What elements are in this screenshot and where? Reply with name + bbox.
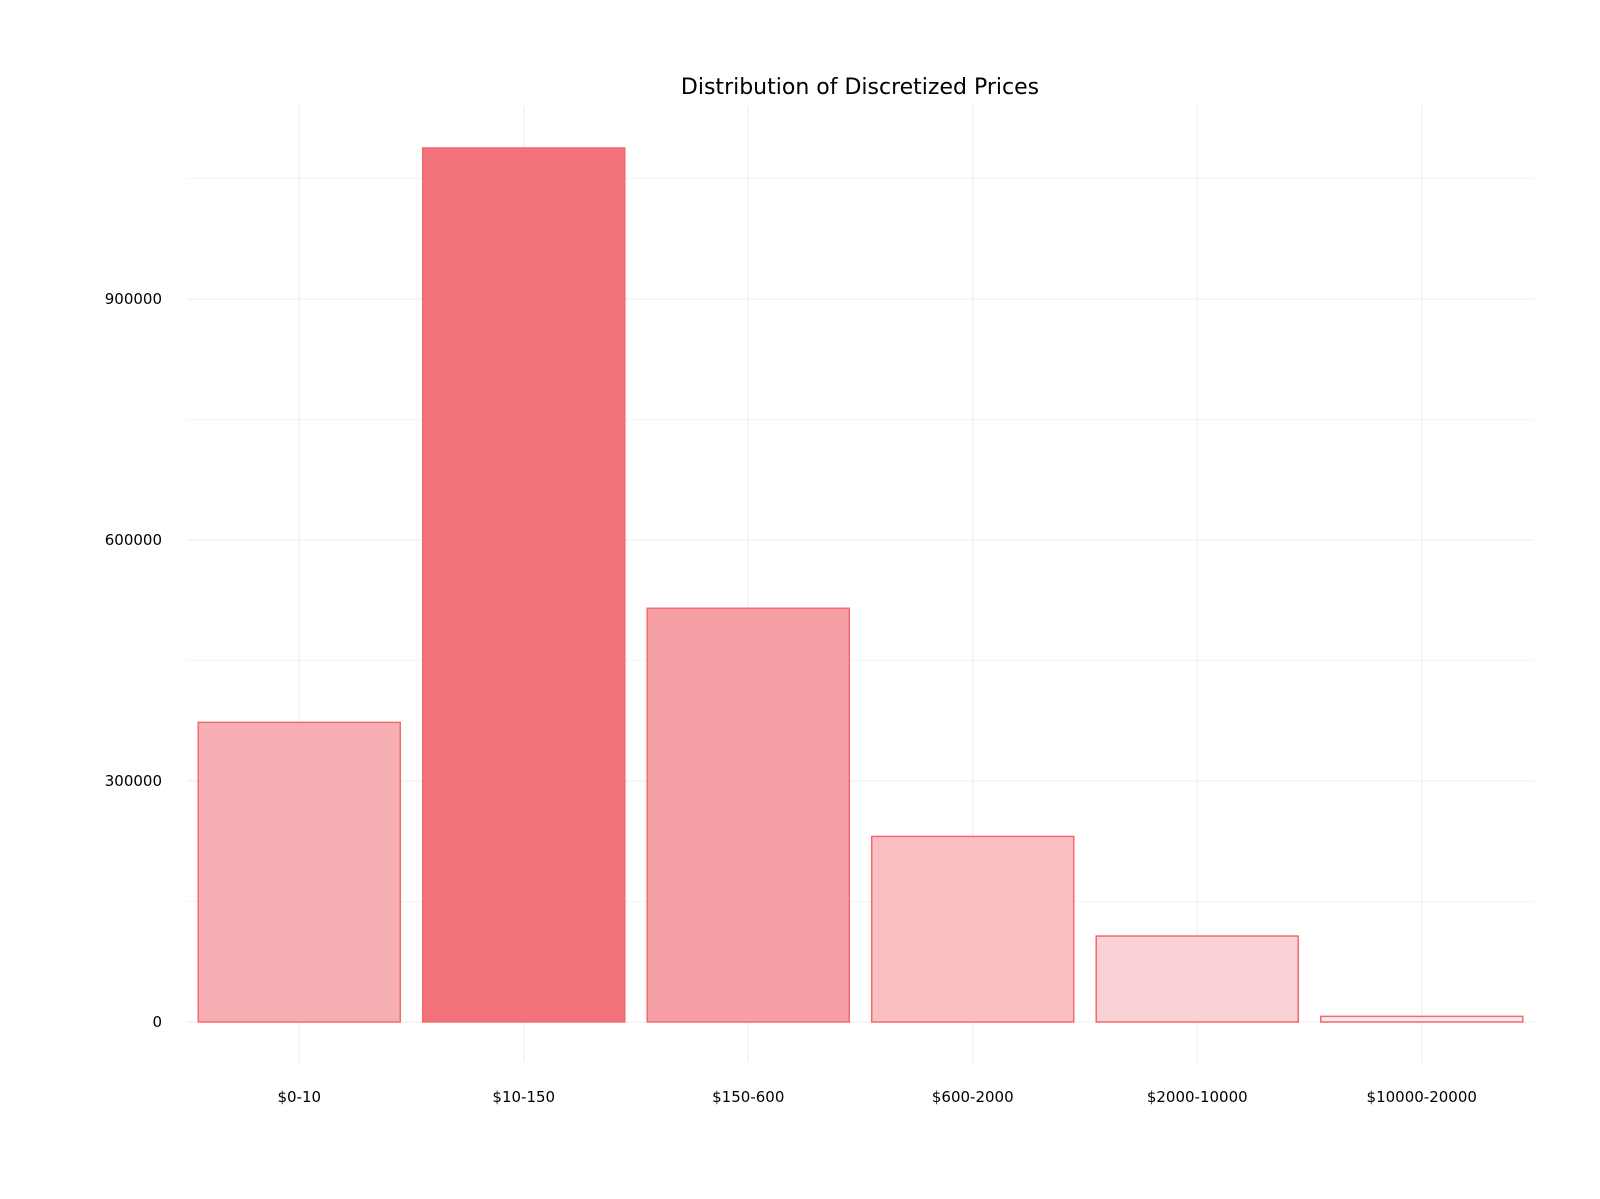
bar-2: [421, 147, 626, 1023]
x-tick-label: $600-2000: [932, 1088, 1014, 1106]
grid: [187, 106, 1534, 1062]
x-tick-label: $10-150: [492, 1088, 555, 1106]
y-tick-label: 600000: [105, 531, 162, 549]
y-tick-label: 0: [152, 1013, 162, 1031]
y-axis-ticks: 0 300000 600000 900000: [105, 290, 162, 1031]
bars: [197, 147, 1524, 1023]
y-tick-label: 900000: [105, 290, 162, 308]
y-tick-label: 300000: [105, 772, 162, 790]
bar-3: [646, 607, 851, 1023]
bar-4: [870, 835, 1075, 1023]
chart-title: Distribution of Discretized Prices: [681, 75, 1039, 100]
x-tick-label: $10000-20000: [1367, 1088, 1477, 1106]
x-tick-label: $0-10: [277, 1088, 321, 1106]
x-axis-ticks: $0-10 $10-150 $150-600 $600-2000 $2000-10000…: [277, 1088, 1476, 1106]
bar-5: [1095, 935, 1300, 1023]
bar-6: [1319, 1015, 1524, 1023]
x-tick-label: $150-600: [712, 1088, 784, 1106]
x-tick-label: $2000-10000: [1147, 1088, 1248, 1106]
bar-1: [197, 721, 402, 1023]
